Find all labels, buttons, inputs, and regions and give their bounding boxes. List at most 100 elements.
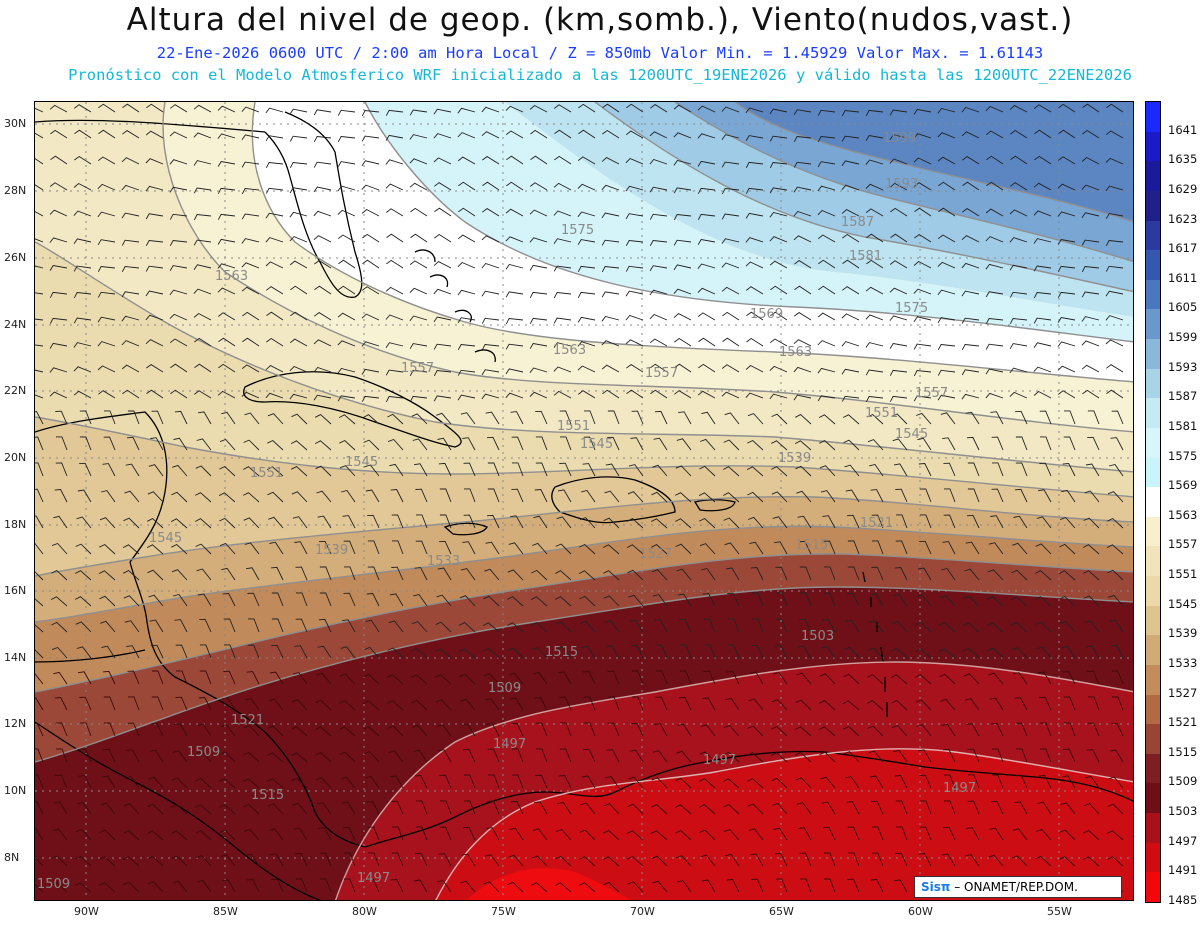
contour-label: 1575 [561,223,594,238]
wind-barb [673,187,692,194]
wind-barb [937,344,956,351]
wind-barb [390,489,404,503]
wind-barb [870,879,884,893]
wind-barb [841,209,860,217]
wind-barb [555,621,572,633]
wind-barb [148,594,164,607]
wind-barb [241,134,260,141]
wind-barb [171,855,188,867]
wind-barb [627,518,644,529]
wind-barb [73,390,92,399]
wind-barb [1040,436,1052,451]
wind-barb [702,593,716,607]
wind-barb [724,412,740,425]
wind-barb [943,462,956,477]
wind-barb [871,514,884,529]
colorbar-segment [1146,694,1160,725]
wind-barb [602,389,620,399]
colorbar-segment [1146,605,1160,636]
wind-barb [868,620,884,633]
wind-barb [410,233,428,243]
wind-barb [391,852,404,867]
wind-barb [511,748,524,763]
colorbar-segment [1146,220,1160,251]
wind-barb [628,594,644,607]
wind-barb [985,343,1004,350]
wind-barb [651,777,668,789]
wind-barb [697,160,716,167]
wind-barb [439,540,452,555]
wind-barb [198,411,212,425]
wind-barb [631,410,644,425]
wind-barb [848,852,860,867]
wind-barb [243,517,260,529]
wind-barb [483,648,500,659]
wind-barb [889,315,908,321]
wind-barb [1059,543,1076,555]
wind-barb [51,621,68,633]
contour-label: 1563 [779,345,812,360]
wind-barb [197,723,212,737]
valid-time-line: 22-Ene-2026 0600 UTC / 2:00 am Hora Loca… [156,44,1044,62]
wind-barb [388,620,404,633]
wind-barb [557,671,572,685]
wind-barb [749,541,764,555]
wind-barb [316,672,332,685]
wind-barb [529,391,548,399]
wind-barb [1009,237,1028,243]
wind-barb [146,518,164,529]
wind-barb [149,619,164,633]
wind-barb [674,492,692,503]
wind-barb [919,540,932,555]
contour-label: 1551 [557,419,590,434]
wind-barb [745,187,764,194]
wind-barb [891,724,908,737]
wind-barb [224,644,236,659]
wind-barb [505,130,524,139]
wind-barb [217,390,236,399]
wind-barb [386,259,404,269]
band-1569 [252,102,1133,382]
wind-barb [509,697,524,711]
wind-barb [988,542,1004,555]
wind-barb [55,722,68,737]
wind-barb [534,489,548,503]
wind-barb [841,135,860,142]
wind-barb [701,411,716,425]
wind-barb [1107,569,1124,581]
wind-barb [367,540,380,555]
band-1587 [595,102,1133,292]
wind-barb [343,540,356,555]
wind-barb [481,393,500,400]
wind-barb [439,826,452,841]
wind-barb [963,595,980,607]
wind-barb [819,440,836,451]
wind-barb [151,696,164,711]
wind-barb [242,311,260,321]
wind-barb [1009,367,1028,374]
wind-barb [914,182,932,191]
wind-barb [775,566,788,581]
wind-barb [581,775,596,789]
wind-barb [1036,646,1052,659]
wind-barb [289,365,308,373]
wind-barb [650,804,668,815]
wind-barb [145,158,164,165]
wind-barb [337,340,356,347]
wind-barb [266,752,284,763]
wind-barb [122,856,140,867]
wind-barb [409,158,428,165]
wind-barb [54,489,68,503]
wind-barb [823,878,836,893]
wind-barb [457,261,476,269]
wind-barb [554,104,572,113]
wind-barb [171,777,188,789]
wind-barb [817,234,836,243]
wind-barb [269,671,284,685]
contour-label: 1539 [778,451,811,466]
wind-barb [175,644,188,659]
colorbar-label: 1533 [1168,655,1198,670]
wind-barb [217,263,236,269]
wind-barb [506,596,524,607]
wind-barb [606,749,620,763]
